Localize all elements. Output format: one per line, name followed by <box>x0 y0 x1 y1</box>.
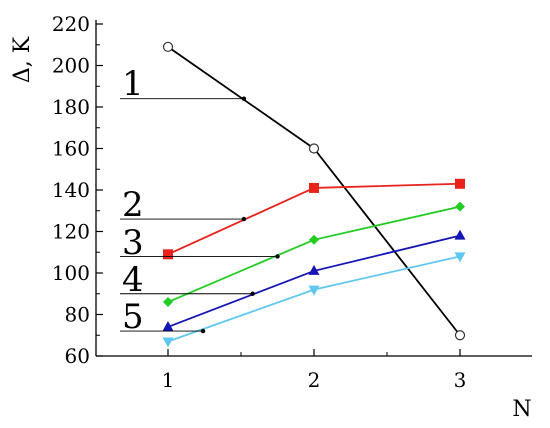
data-point <box>163 249 173 260</box>
x-tick-label: 2 <box>308 368 321 392</box>
series-1: 1 <box>120 41 466 341</box>
leader-dot <box>241 216 247 222</box>
data-point <box>308 285 320 296</box>
data-point <box>163 297 173 308</box>
y-axis-label: Δ, K <box>10 36 35 83</box>
data-point <box>454 330 466 341</box>
series-4: 4 <box>120 229 466 331</box>
leader-dot <box>241 96 247 101</box>
data-point <box>454 252 466 263</box>
y-tick-label: 180 <box>52 95 90 119</box>
data-point <box>308 264 320 275</box>
x-axis-ticks: 1 2 3 <box>162 349 467 392</box>
series-3: 3 <box>120 201 465 308</box>
y-tick-label: 220 <box>52 12 90 36</box>
y-tick-label: 80 <box>65 303 90 327</box>
y-tick-label: 60 <box>65 344 90 368</box>
curve-label: 4 <box>122 260 144 300</box>
data-point <box>455 201 465 212</box>
data-point <box>309 234 319 245</box>
x-tick-label: 3 <box>454 368 467 392</box>
y-tick-label: 140 <box>52 178 90 202</box>
data-point <box>308 143 320 154</box>
curve-label: 1 <box>122 64 144 104</box>
data-point <box>162 337 174 348</box>
curve-label: 5 <box>122 297 144 337</box>
y-axis-ticks: 60 80 100 120 140 160 180 200 220 <box>52 12 103 368</box>
y-tick-label: 120 <box>52 220 90 244</box>
y-tick-label: 160 <box>52 137 90 161</box>
curve-label: 2 <box>122 185 144 225</box>
data-point <box>162 320 174 331</box>
series-2: 2 <box>120 178 465 260</box>
leader-dot <box>200 328 206 334</box>
y-tick-label: 100 <box>52 261 90 285</box>
leader-dot <box>275 254 280 259</box>
data-point <box>454 229 466 240</box>
y-tick-label: 200 <box>52 54 90 78</box>
x-axis-label: N <box>512 397 531 422</box>
curve-label: 3 <box>122 223 144 263</box>
series-line <box>167 234 461 328</box>
series-5: 5 <box>120 252 466 348</box>
data-point <box>455 178 465 189</box>
data-point <box>162 41 174 52</box>
data-point <box>309 182 319 193</box>
x-tick-label: 1 <box>162 368 175 392</box>
leader-dot <box>250 291 255 296</box>
